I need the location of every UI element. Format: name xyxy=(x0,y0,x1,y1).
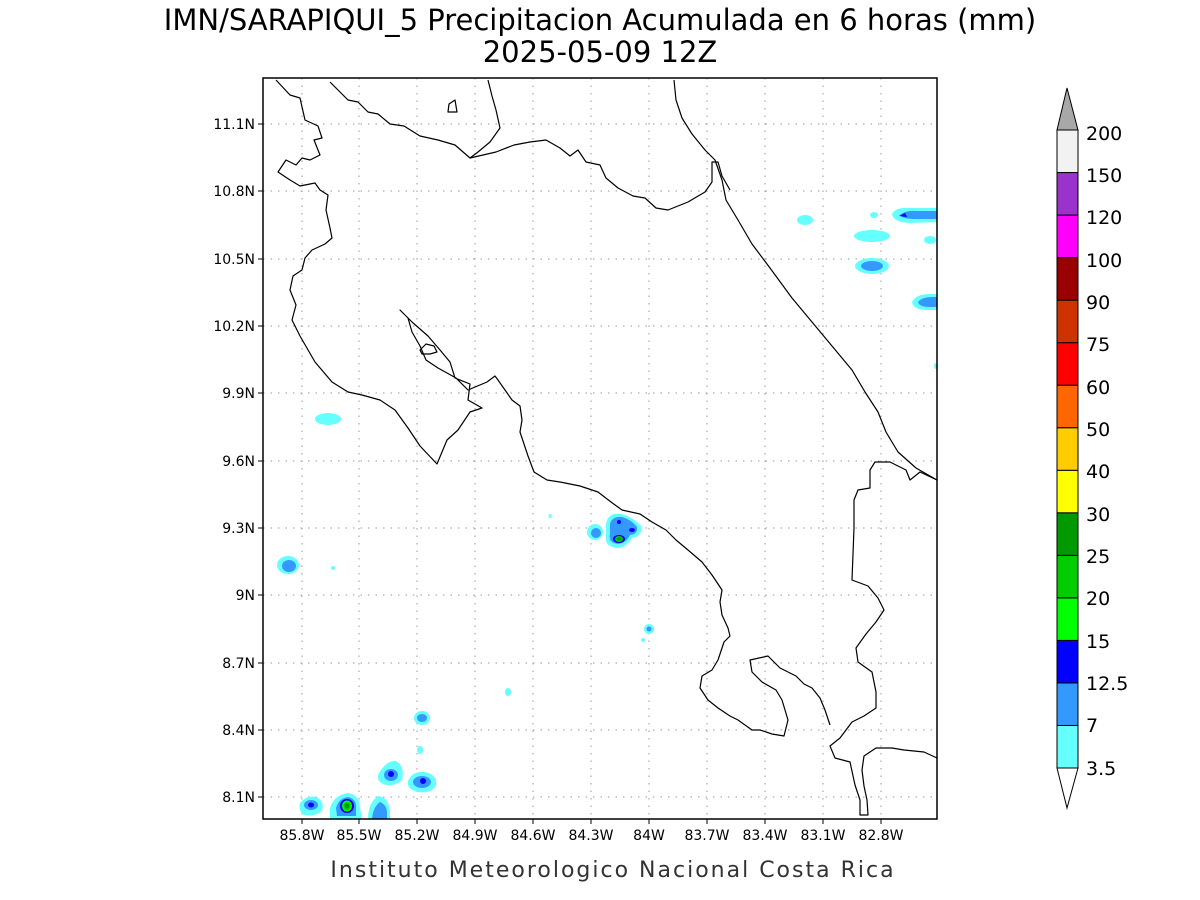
legend-label: 150 xyxy=(1086,165,1122,187)
legend-max-arrow xyxy=(1056,87,1079,131)
lon-tick-label: 85.8W xyxy=(279,828,324,844)
coastlines-borders xyxy=(275,79,938,816)
legend-color-box xyxy=(1056,554,1079,599)
legend-label: 60 xyxy=(1086,377,1110,399)
lon-tick-label: 84.3W xyxy=(568,828,613,844)
footer-credit: Instituto Meteorologico Nacional Costa R… xyxy=(330,858,895,883)
legend-color-box xyxy=(1056,257,1079,301)
lon-tick-label: 83.4W xyxy=(742,828,787,844)
precip-cell-ne-1 xyxy=(892,207,937,223)
legend-label: 100 xyxy=(1086,250,1122,272)
precip-cell-w-2 xyxy=(331,566,335,570)
legend-color-box xyxy=(1056,427,1079,471)
map-title: IMN/SARAPIQUI_5 Precipitacion Acumulada … xyxy=(164,3,1036,37)
legend-color-box xyxy=(1056,384,1079,429)
legend-min-arrow xyxy=(1056,767,1079,810)
precip-cell-ne-3 xyxy=(854,212,936,244)
lat-tick-label: 9N xyxy=(236,588,255,604)
legend-color-box xyxy=(1056,682,1079,726)
lake-nicaragua-south-shore xyxy=(329,79,501,159)
lon-tick-label: 85.5W xyxy=(336,828,381,844)
legend-label: 90 xyxy=(1086,292,1110,314)
north-islet xyxy=(447,99,458,113)
precip-cell-sw xyxy=(299,711,437,819)
legend-label: 40 xyxy=(1086,461,1110,483)
legend-label: 3.5 xyxy=(1086,758,1116,780)
lon-tick-label: 82.8W xyxy=(858,828,903,844)
legend-color-box xyxy=(1056,512,1079,556)
legend-color-box xyxy=(1056,724,1079,769)
pacific-coast-central xyxy=(486,375,831,737)
longitude-axis: 85.8W 85.5W 85.2W 84.9W 84.6W 84.3W 84W … xyxy=(279,828,903,844)
legend-level-labels: 200 150 120 100 90 75 60 50 40 30 25 20 … xyxy=(1086,123,1128,780)
lat-tick-label: 8.1N xyxy=(222,790,255,806)
legend-color-box xyxy=(1056,214,1079,259)
lon-tick-label: 83.7W xyxy=(684,828,729,844)
lat-tick-label: 10.5N xyxy=(213,252,255,268)
legend-color-box xyxy=(1056,597,1079,641)
lat-tick-label: 10.2N xyxy=(213,319,255,335)
legend-label: 25 xyxy=(1086,546,1110,568)
precip-cell-ne-2 xyxy=(797,215,813,225)
legend-label: 7 xyxy=(1086,715,1098,737)
legend-label: 20 xyxy=(1086,588,1110,610)
lat-tick-label: 9.9N xyxy=(222,386,255,402)
lat-tick-label: 11.1N xyxy=(213,117,255,133)
legend-label: 15 xyxy=(1086,631,1110,653)
legend-color-box xyxy=(1056,299,1079,344)
panama-border xyxy=(829,461,938,816)
map-frame xyxy=(262,77,938,820)
precip-cell-central xyxy=(548,513,642,548)
lat-tick-label: 9.3N xyxy=(222,521,255,537)
precip-cell-w-1 xyxy=(277,556,299,574)
legend-color-box xyxy=(1056,342,1079,386)
legend-label: 200 xyxy=(1086,123,1122,145)
lat-tick-label: 8.7N xyxy=(222,656,255,672)
precip-cell-osa xyxy=(641,624,654,642)
lake-arenal-gulf-island xyxy=(419,343,438,355)
legend-color-box xyxy=(1056,469,1079,514)
legend-label: 50 xyxy=(1086,419,1110,441)
lon-tick-label: 83.1W xyxy=(800,828,845,844)
legend-color-box xyxy=(1056,639,1079,684)
precip-cell-ne-4 xyxy=(855,258,889,274)
legend-color-box xyxy=(1056,172,1079,216)
color-bar-legend: 200 150 120 100 90 75 60 50 40 30 25 20 … xyxy=(1056,87,1128,810)
legend-label: 30 xyxy=(1086,504,1110,526)
lat-tick-label: 9.6N xyxy=(222,454,255,470)
latitude-axis: 11.1N 10.8N 10.5N 10.2N 9.9N 9.6N 9.3N 9… xyxy=(213,117,255,806)
nicaragua-border-lake-shore xyxy=(275,79,488,465)
legend-color-boxes xyxy=(1056,129,1079,769)
legend-label: 75 xyxy=(1086,334,1110,356)
lat-tick-label: 8.4N xyxy=(222,723,255,739)
lon-tick-label: 84W xyxy=(633,828,665,844)
map-subtitle: 2025-05-09 12Z xyxy=(483,35,718,69)
legend-color-box xyxy=(1056,129,1079,174)
precip-cell-s-1 xyxy=(505,688,511,696)
legend-label: 120 xyxy=(1086,207,1122,229)
precip-cell-ne-5 xyxy=(912,294,937,310)
caribbean-coast xyxy=(673,79,938,481)
legend-label: 12.5 xyxy=(1086,673,1128,695)
lon-tick-label: 84.9W xyxy=(452,828,497,844)
precipitation-cells xyxy=(277,207,938,819)
precip-cell-nicoya-west xyxy=(315,413,341,425)
lon-tick-label: 84.6W xyxy=(510,828,555,844)
costa-rica-nicaragua-border xyxy=(469,139,731,211)
map-panel xyxy=(262,77,938,820)
lat-tick-label: 10.8N xyxy=(213,184,255,200)
lon-tick-label: 85.2W xyxy=(394,828,439,844)
